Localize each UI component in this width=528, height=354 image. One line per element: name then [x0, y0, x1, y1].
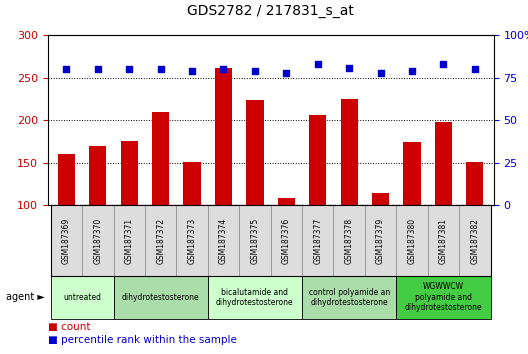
- Point: [125, 67, 134, 72]
- Text: GSM187377: GSM187377: [313, 218, 322, 264]
- Point: [219, 67, 228, 72]
- Text: GSM187376: GSM187376: [282, 218, 291, 264]
- Bar: [466, 162, 484, 205]
- Bar: [278, 198, 295, 205]
- Point: [188, 68, 196, 74]
- Point: [156, 67, 165, 72]
- Text: GSM187382: GSM187382: [470, 218, 479, 264]
- Text: untreated: untreated: [63, 293, 101, 302]
- Bar: [58, 154, 75, 205]
- Text: GSM187380: GSM187380: [408, 218, 417, 264]
- Text: GSM187379: GSM187379: [376, 218, 385, 264]
- Point: [408, 68, 416, 74]
- Bar: [309, 115, 326, 205]
- Point: [470, 67, 479, 72]
- Point: [376, 70, 385, 76]
- Text: GDS2782 / 217831_s_at: GDS2782 / 217831_s_at: [187, 4, 354, 18]
- Bar: [120, 141, 138, 205]
- Bar: [89, 146, 107, 205]
- Point: [93, 67, 102, 72]
- Text: GSM187369: GSM187369: [62, 218, 71, 264]
- Point: [282, 70, 290, 76]
- Point: [439, 62, 448, 67]
- Point: [314, 62, 322, 67]
- Bar: [403, 142, 421, 205]
- Bar: [341, 99, 358, 205]
- Text: agent ►: agent ►: [6, 292, 45, 302]
- Text: control polyamide an
dihydrotestosterone: control polyamide an dihydrotestosterone: [308, 288, 390, 307]
- Bar: [215, 68, 232, 205]
- Bar: [435, 122, 452, 205]
- Bar: [183, 162, 201, 205]
- Text: GSM187374: GSM187374: [219, 218, 228, 264]
- Bar: [152, 112, 169, 205]
- Text: GSM187378: GSM187378: [345, 218, 354, 264]
- Text: GSM187372: GSM187372: [156, 218, 165, 264]
- Text: ■ count: ■ count: [48, 322, 90, 332]
- Text: bicalutamide and
dihydrotestosterone: bicalutamide and dihydrotestosterone: [216, 288, 294, 307]
- Bar: [372, 193, 389, 205]
- Point: [62, 67, 71, 72]
- Text: GSM187381: GSM187381: [439, 218, 448, 264]
- Text: GSM187371: GSM187371: [125, 218, 134, 264]
- Text: GSM187375: GSM187375: [250, 218, 259, 264]
- Text: WGWWCW
polyamide and
dihydrotestosterone: WGWWCW polyamide and dihydrotestosterone: [404, 282, 482, 312]
- Point: [345, 65, 353, 70]
- Bar: [246, 100, 263, 205]
- Text: ■ percentile rank within the sample: ■ percentile rank within the sample: [48, 335, 237, 345]
- Point: [251, 68, 259, 74]
- Text: GSM187370: GSM187370: [93, 218, 102, 264]
- Text: dihydrotestosterone: dihydrotestosterone: [122, 293, 200, 302]
- Text: GSM187373: GSM187373: [187, 218, 196, 264]
